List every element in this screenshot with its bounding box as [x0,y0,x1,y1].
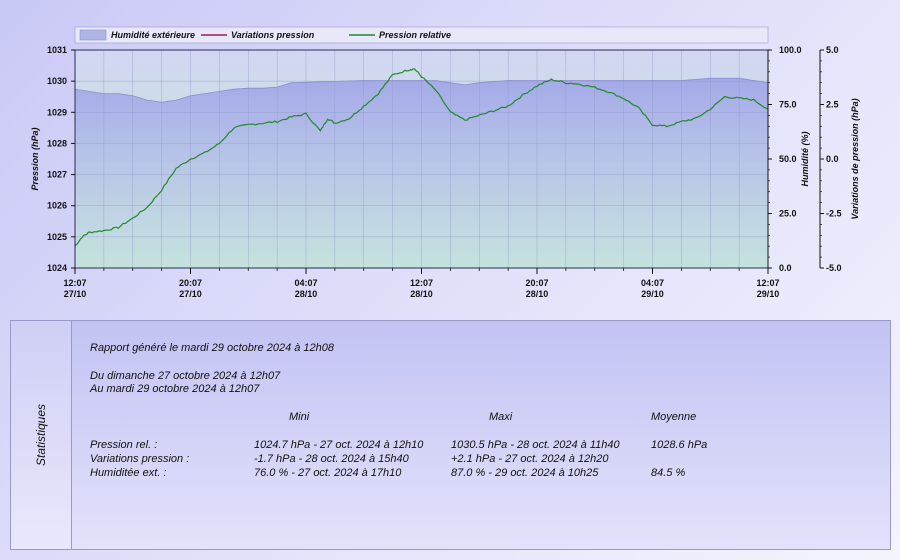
y-left-tick-label: 1031 [47,45,67,55]
x-tick-time-label: 20:07 [179,278,202,288]
y-left-tick-label: 1024 [47,263,67,273]
y-right2-tick-label: 2.5 [826,100,839,110]
statistics-panel: Statistiques Rapport généré le mardi 29 … [10,320,891,550]
y-left-tick-label: 1030 [47,76,67,86]
y-left-axis-label: Pression (hPa) [30,127,40,190]
pressure-humidity-chart: 1024 1025 1026 1027 1028 1029 1030 1031 Pression… [30,26,860,299]
pressure-line [74,68,769,247]
stat-row-avg: 84.5 % [651,467,686,479]
y-left-tick-label: 1027 [47,170,67,180]
y-left-tick-label: 1029 [47,107,67,117]
y-right2-tick-label: 5.0 [826,45,839,55]
range-from-line: Du dimanche 27 octobre 2024 à 12h07 [90,370,281,382]
y-right2-tick-label: -2.5 [826,209,842,219]
x-tick-date-label: 29/10 [641,289,664,299]
header-min: Mini [289,411,310,423]
y-right1-tick-label: 0.0 [779,263,792,273]
x-tick-date-label: 29/10 [757,289,780,299]
x-tick-date-label: 28/10 [295,289,318,299]
legend-swatch-humidity [79,29,107,41]
header-avg: Moyenne [651,411,697,423]
y-right2-tick-label: -5.0 [826,263,842,273]
y-left-tick-label: 1026 [47,201,67,211]
stat-row-label: Humiditée ext. : [90,467,167,479]
y-right2-tick-label: 0.0 [826,154,839,164]
legend-label-humidity: Humidité extérieure [111,30,195,40]
y-left-tick-label: 1028 [47,138,67,148]
x-tick-time-label: 12:07 [410,278,433,288]
x-tick-date-label: 28/10 [526,289,549,299]
x-tick-time-label: 20:07 [525,278,548,288]
x-tick-date-label: 27/10 [64,289,87,299]
y-right1-axis-label: Humidité (%) [800,131,810,186]
statistics-label: Statistiques [34,403,48,467]
statistics-side-bar: Statistiques [11,321,72,549]
y-right1-tick-label: 100.0 [779,45,802,55]
legend-label-line: Pression relative [379,30,451,40]
x-tick-time-label: 12:07 [63,278,86,288]
x-tick-date-label: 28/10 [410,289,433,299]
y-right1-tick-label: 50.0 [779,154,797,164]
stat-row-avg: 1028.6 hPa [651,439,708,451]
stat-row-max: 1030.5 hPa - 28 oct. 2024 à 11h40 [451,439,620,451]
report-generated-line: Rapport généré le mardi 29 octobre 2024 … [90,342,335,354]
stat-row-min: 1024.7 hPa - 27 oct. 2024 à 12h10 [254,439,424,451]
x-tick-time-label: 04:07 [641,278,664,288]
y-right1-tick-label: 75.0 [779,100,797,110]
x-tick-time-label: 12:07 [756,278,779,288]
stat-row-min: -1.7 hPa - 28 oct. 2024 à 15h40 [254,453,409,465]
x-tick-time-label: 04:07 [294,278,317,288]
legend-box [74,26,769,44]
x-tick-date-label: 27/10 [179,289,202,299]
stat-row-max: 87.0 % - 29 oct. 2024 à 10h25 [451,467,599,479]
header-max: Maxi [489,411,513,423]
stat-row-label: Variations pression : [90,453,190,465]
range-to-line: Au mardi 29 octobre 2024 à 12h07 [90,383,260,395]
y-right2-axis-label: Variations de pression (hPa) [850,98,860,219]
stat-row-min: 76.0 % - 27 oct. 2024 à 17h10 [254,467,402,479]
stat-row-label: Pression rel. : [90,439,158,451]
legend-label-line: Variations pression [231,30,315,40]
stat-row-max: +2.1 hPa - 27 oct. 2024 à 12h20 [451,453,609,465]
y-right1-tick-label: 25.0 [779,209,797,219]
y-left-tick-label: 1025 [47,232,67,242]
